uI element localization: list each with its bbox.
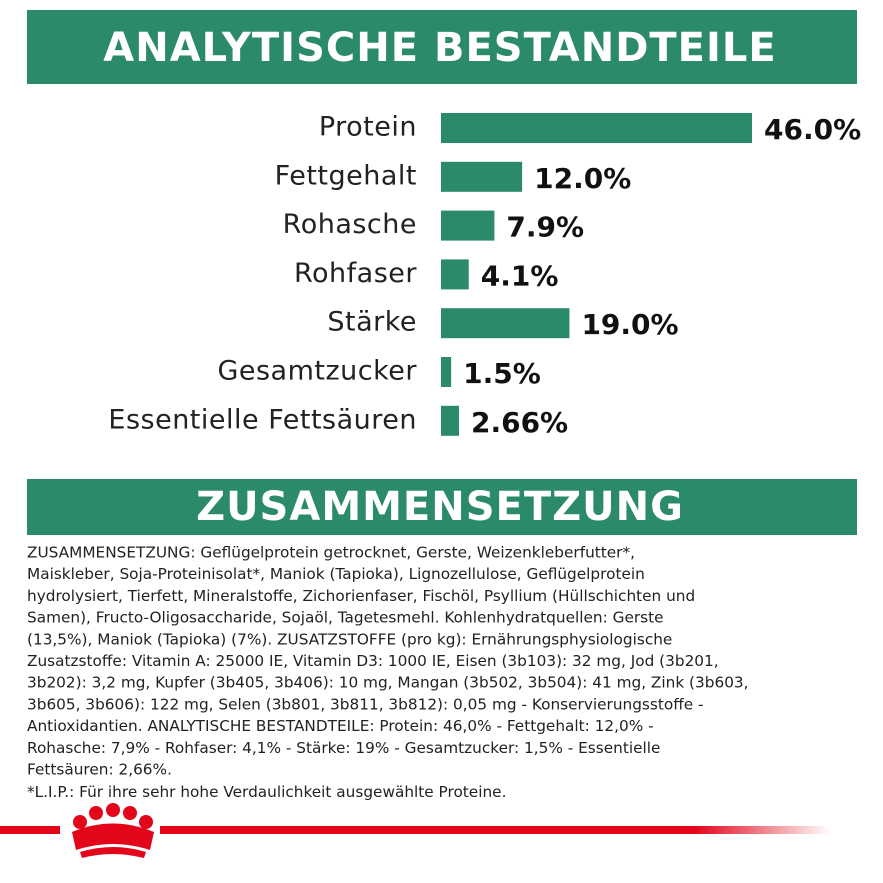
composition-line: hydrolysiert, Tierfett, Mineralstoffe, Z… — [27, 587, 695, 605]
bar — [441, 357, 452, 387]
composition-line: *L.I.P.: Für ihre sehr hohe Verdaulichke… — [27, 783, 506, 801]
category-label: Stärke — [327, 307, 417, 338]
value-label: 1.5% — [463, 357, 541, 390]
value-label: 19.0% — [581, 308, 678, 341]
footer-line — [0, 826, 60, 834]
category-label: Rohfaser — [294, 258, 417, 289]
composition-line: Zusatzstoffe: Vitamin A: 25000 IE, Vitam… — [27, 652, 719, 670]
bar — [441, 405, 459, 436]
bar — [441, 308, 570, 339]
bar — [441, 161, 523, 192]
footer-line — [160, 826, 830, 834]
chart-title: ANALYTISCHE BESTANDTEILE — [103, 25, 776, 71]
value-label: 7.9% — [506, 211, 584, 244]
composition-line: Antioxidantien. ANALYTISCHE BESTANDTEILE… — [27, 717, 654, 735]
category-label: Rohasche — [283, 209, 417, 240]
composition-line: Samen), Fructo-Oligosaccharide, Sojaöl, … — [27, 609, 664, 627]
title-banner — [27, 10, 857, 84]
composition-line: Maiskleber, Soja-Proteinisolat*, Maniok … — [27, 565, 645, 583]
composition-line: Fettsäuren: 2,66%. — [27, 761, 172, 779]
crown-logo — [72, 803, 154, 858]
bar — [441, 210, 495, 241]
composition-line: (13,5%), Maniok (Tapioka) (7%). ZUSATZST… — [27, 630, 672, 648]
composition-heading: ZUSAMMENSETZUNG — [196, 484, 684, 530]
category-label: Protein — [319, 112, 417, 143]
composition-line: 3b202): 3,2 mg, Kupfer (3b405, 3b406): 1… — [27, 674, 749, 692]
composition-banner — [27, 479, 857, 535]
value-label: 4.1% — [481, 259, 559, 292]
value-label: 46.0% — [764, 113, 861, 146]
composition-line: ZUSAMMENSETZUNG: Geflügelprotein getrock… — [27, 544, 635, 562]
category-label: Fettgehalt — [275, 160, 417, 191]
composition-text: ZUSAMMENSETZUNG: Geflügelprotein getrock… — [27, 544, 749, 802]
value-label: 2.66% — [471, 406, 568, 439]
composition-line: Rohasche: 7,9% - Rohfaser: 4,1% - Stärke… — [27, 739, 660, 757]
bar — [441, 259, 469, 290]
category-label: Gesamtzucker — [217, 356, 417, 387]
value-label: 12.0% — [534, 162, 631, 195]
bar — [441, 113, 752, 143]
composition-line: 3b605, 3b606): 122 mg, Selen (3b801, 3b8… — [27, 695, 704, 713]
category-label: Essentielle Fettsäuren — [108, 404, 417, 435]
